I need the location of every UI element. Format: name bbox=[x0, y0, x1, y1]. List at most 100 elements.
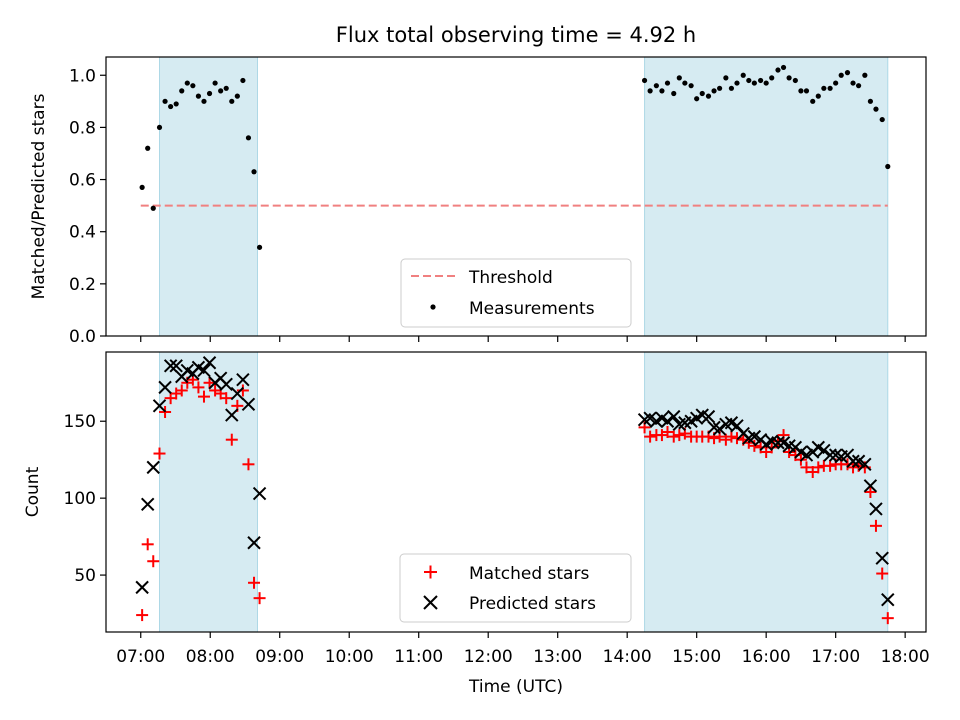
predicted-star-point bbox=[771, 436, 785, 450]
matched-star-point bbox=[153, 447, 166, 460]
measurement-point bbox=[723, 75, 729, 81]
matched-star-point bbox=[667, 430, 680, 443]
measurement-point bbox=[212, 80, 218, 86]
measurement-point bbox=[763, 80, 769, 86]
measurement-point bbox=[694, 96, 700, 102]
bot-y-tick-label: 50 bbox=[74, 566, 96, 586]
predicted-star-point bbox=[817, 443, 831, 458]
bot-y-tick-label: 100 bbox=[64, 489, 96, 509]
bottom-axes-frame bbox=[105, 351, 927, 633]
predicted-star-point bbox=[236, 372, 250, 387]
matched-star-point bbox=[869, 519, 882, 532]
measurement-point bbox=[184, 80, 190, 86]
measurement-point bbox=[206, 90, 213, 97]
measurement-point bbox=[769, 75, 775, 81]
measurement-point bbox=[173, 101, 179, 107]
predicted-star-point bbox=[152, 399, 167, 413]
measurement-point bbox=[850, 80, 856, 86]
measurement-point bbox=[688, 83, 694, 89]
measurement-point bbox=[885, 163, 891, 170]
measurement-point bbox=[734, 80, 740, 86]
predicted-star-point bbox=[858, 457, 872, 472]
matched-star-point bbox=[242, 458, 255, 471]
legend-predicted-label: Predicted stars bbox=[469, 594, 596, 614]
measurement-point bbox=[234, 93, 240, 99]
predicted-star-point bbox=[140, 497, 155, 512]
matched-star-point bbox=[147, 555, 160, 568]
measurement-point bbox=[190, 83, 196, 89]
top-measurement-points bbox=[139, 64, 891, 250]
measurement-point bbox=[256, 244, 263, 250]
measurement-point bbox=[821, 85, 827, 91]
predicted-star-point bbox=[660, 414, 675, 428]
measurement-point bbox=[705, 93, 712, 99]
bottom-y-axis-label: Count bbox=[23, 466, 43, 517]
top-legend-box bbox=[400, 258, 632, 328]
measurement-point bbox=[664, 80, 671, 86]
bottom-legend-box bbox=[399, 553, 632, 623]
measurement-point bbox=[838, 72, 844, 78]
measurement-point bbox=[168, 103, 174, 110]
top-y-tick-label: 0.8 bbox=[69, 118, 96, 138]
predicted-star-point bbox=[219, 377, 233, 392]
measurement-point bbox=[240, 77, 246, 84]
matched-star-point bbox=[881, 612, 894, 625]
top-y-tick-label: 0.2 bbox=[69, 275, 96, 295]
measurement-point bbox=[223, 85, 229, 91]
matched-star-point bbox=[225, 433, 238, 446]
x-tick-label: 10:00 bbox=[325, 647, 374, 667]
top-axes-frame bbox=[105, 56, 927, 337]
bottom-shaded-intervals bbox=[159, 351, 889, 633]
matched-star-point bbox=[876, 567, 889, 580]
predicted-star-point bbox=[135, 580, 149, 595]
matched-star-point bbox=[661, 426, 674, 438]
measurement-point bbox=[699, 90, 705, 97]
predicted-star-point bbox=[252, 486, 267, 501]
predicted-star-point bbox=[230, 386, 245, 401]
top-y-ticks: 0.0 0.2 0.4 0.6 0.8 1.0 bbox=[69, 66, 106, 347]
chart-title: Flux total observing time = 4.92 h bbox=[336, 23, 696, 47]
measurement-point bbox=[751, 80, 757, 86]
matched-star-point bbox=[197, 390, 210, 403]
measurement-point bbox=[641, 77, 648, 84]
x-tick-label: 13:00 bbox=[533, 647, 582, 667]
matched-star-point bbox=[136, 609, 149, 622]
measurement-point bbox=[682, 80, 688, 86]
matched-star-point bbox=[248, 576, 261, 589]
top-y-tick-label: 0.6 bbox=[69, 171, 96, 191]
measurement-point bbox=[827, 85, 833, 91]
top-y-tick-label: 0.0 bbox=[69, 327, 96, 347]
measurement-point bbox=[798, 88, 804, 94]
predicted-star-point bbox=[701, 409, 716, 424]
top-y-tick-label: 1.0 bbox=[69, 66, 96, 86]
measurement-point bbox=[218, 88, 224, 94]
predicted-stars-points bbox=[135, 356, 895, 607]
measurement-point bbox=[671, 90, 677, 97]
matched-star-point bbox=[765, 441, 778, 454]
measurement-point bbox=[746, 77, 752, 84]
matched-star-point bbox=[220, 392, 233, 405]
bot-y-tick-label: 150 bbox=[64, 412, 96, 432]
x-tick-label: 18:00 bbox=[881, 647, 930, 667]
x-tick-label: 08:00 bbox=[186, 647, 235, 667]
measurement-point bbox=[786, 75, 792, 81]
matched-star-point bbox=[253, 592, 266, 605]
bot-shaded-interval-1 bbox=[644, 351, 889, 633]
measurement-point bbox=[195, 93, 202, 99]
predicted-star-point bbox=[730, 419, 744, 433]
measurement-point bbox=[815, 93, 821, 99]
x-tick-label: 07:00 bbox=[116, 647, 165, 667]
predicted-star-point bbox=[823, 448, 837, 462]
measurement-point bbox=[844, 70, 851, 76]
legend-matched-swatch bbox=[424, 565, 437, 579]
matched-star-point bbox=[236, 384, 249, 397]
predicted-star-point bbox=[202, 356, 217, 370]
measurement-point bbox=[201, 98, 207, 104]
matched-star-point bbox=[644, 430, 657, 443]
measurement-point bbox=[810, 98, 816, 104]
predicted-star-point bbox=[667, 409, 681, 424]
measurement-point bbox=[879, 116, 885, 123]
matched-star-point bbox=[864, 486, 877, 498]
matched-star-point bbox=[748, 439, 761, 452]
measurement-point bbox=[676, 75, 682, 81]
